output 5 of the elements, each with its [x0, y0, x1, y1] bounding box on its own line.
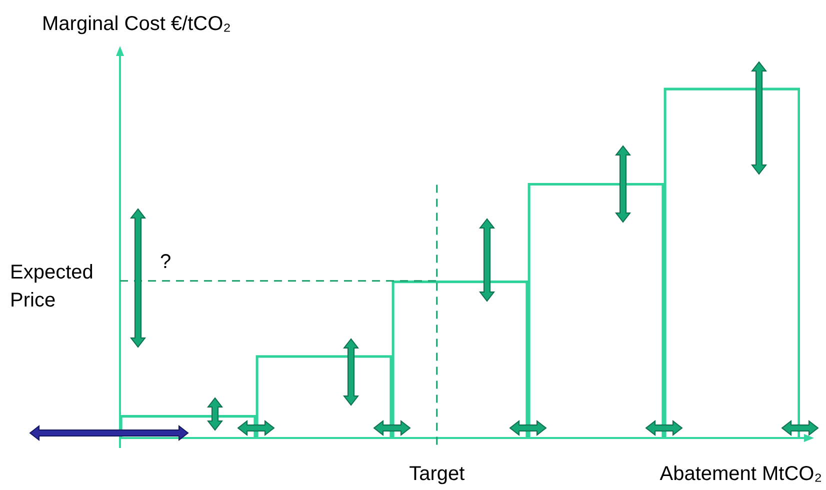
ref-line-label: Expected Price — [10, 261, 94, 312]
annotation: ? — [160, 250, 172, 273]
text: Target — [409, 463, 466, 485]
y-axis-title: Marginal Cost €/tCO₂ — [42, 13, 231, 35]
x-axis-title: Abatement MtCO₂ — [660, 463, 822, 485]
